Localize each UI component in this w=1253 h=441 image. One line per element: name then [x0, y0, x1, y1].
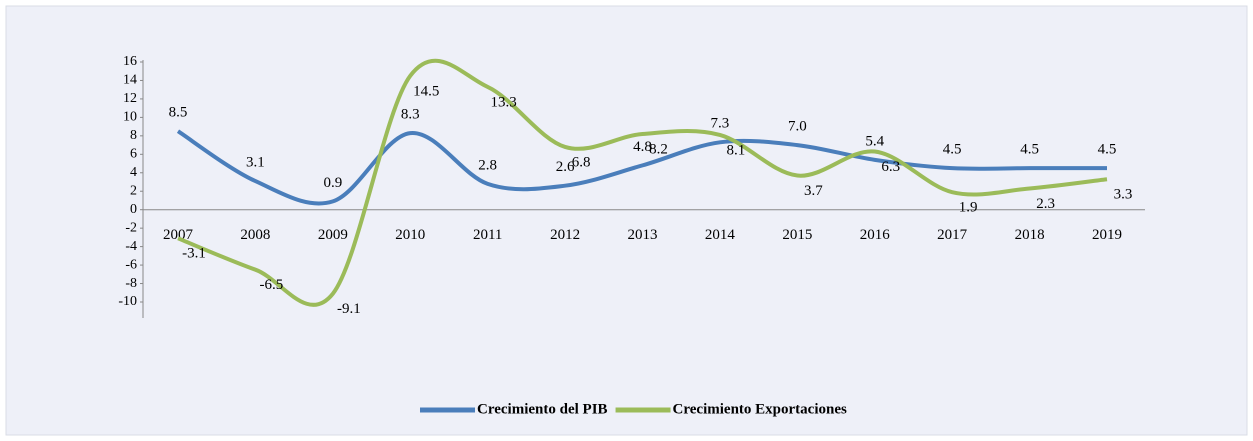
y-tick-label: 2: [130, 183, 137, 198]
data-label: 3.3: [1114, 187, 1133, 203]
series-line: [177, 58, 1108, 307]
data-label: 4.5: [1020, 142, 1039, 158]
data-label: 3.1: [246, 155, 265, 171]
y-tick-label: 6: [130, 147, 137, 162]
x-tick-label: 2014: [705, 227, 736, 243]
y-tick-label: 14: [123, 73, 137, 88]
data-label: -3.1: [182, 246, 206, 262]
data-label: 8.5: [169, 105, 188, 121]
data-label: 8.1: [727, 142, 746, 158]
series-line: [176, 129, 1107, 206]
data-label: 14.5: [413, 83, 439, 99]
data-label: -6.5: [260, 277, 284, 293]
data-label: 2.6: [556, 159, 575, 175]
y-tick-label: -2: [125, 220, 137, 235]
data-label: 4.5: [1098, 142, 1117, 158]
y-tick-label: 10: [123, 110, 137, 125]
y-tick-label: -4: [125, 239, 137, 254]
data-label: 3.7: [804, 183, 823, 199]
data-label: 1.9: [959, 200, 978, 216]
x-tick-label: 2009: [318, 227, 348, 243]
chart-background: [5, 5, 1248, 436]
y-tick-label: -6: [125, 257, 137, 272]
x-tick-label: 2018: [1015, 227, 1045, 243]
data-label: 2.3: [1036, 196, 1055, 212]
x-tick-label: 2019: [1092, 227, 1122, 243]
data-label: 8.3: [401, 107, 420, 123]
y-tick-label: 8: [130, 128, 137, 143]
data-label: 7.0: [788, 119, 807, 135]
data-label: 7.3: [711, 116, 730, 132]
y-tick-label: 12: [123, 91, 137, 106]
x-tick-label: 2008: [240, 227, 270, 243]
data-label: 6.8: [572, 154, 591, 170]
x-tick-label: 2011: [473, 227, 502, 243]
data-label: 8.2: [649, 141, 668, 157]
y-tick-label: -8: [125, 276, 137, 291]
x-tick-label: 2012: [550, 227, 580, 243]
data-label: 0.9: [323, 175, 342, 191]
y-tick-label: 16: [123, 54, 137, 69]
x-tick-label: 2010: [395, 227, 425, 243]
x-tick-label: 2013: [628, 227, 658, 243]
data-label: 4.5: [943, 142, 962, 158]
data-label: 13.3: [491, 94, 517, 110]
data-label: 5.4: [865, 133, 884, 149]
y-tick-label: 0: [130, 202, 137, 217]
data-label: 4.8: [633, 139, 652, 155]
data-label: -9.1: [337, 301, 361, 317]
y-tick-label: 4: [130, 165, 137, 180]
data-label: 6.3: [881, 159, 900, 175]
x-tick-label: 2015: [782, 227, 812, 243]
data-label: 2.8: [478, 157, 497, 173]
legend-label: Crecimiento del PIB: [477, 401, 608, 417]
x-tick-label: 2007: [163, 227, 194, 243]
x-tick-label: 2017: [937, 227, 968, 243]
x-tick-label: 2016: [860, 227, 891, 243]
legend-label: Crecimiento Exportaciones: [673, 401, 847, 417]
y-tick-label: -10: [118, 294, 137, 309]
